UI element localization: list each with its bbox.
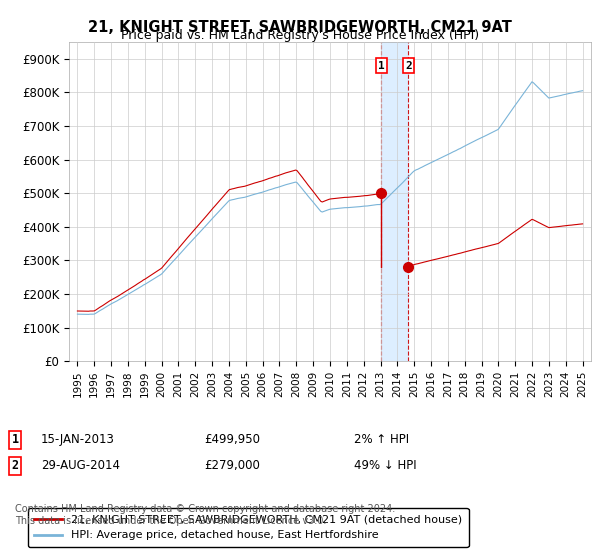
Legend: 21, KNIGHT STREET, SAWBRIDGEWORTH, CM21 9AT (detached house), HPI: Average price: 21, KNIGHT STREET, SAWBRIDGEWORTH, CM21 … [28, 508, 469, 547]
Text: 2% ↑ HPI: 2% ↑ HPI [354, 433, 409, 446]
Text: 49% ↓ HPI: 49% ↓ HPI [354, 459, 416, 473]
Text: 29-AUG-2014: 29-AUG-2014 [41, 459, 120, 473]
Text: 1: 1 [378, 60, 385, 71]
Text: £499,950: £499,950 [204, 433, 260, 446]
Text: 1: 1 [11, 433, 19, 446]
Text: 15-JAN-2013: 15-JAN-2013 [41, 433, 115, 446]
Text: 2: 2 [11, 459, 19, 473]
Text: 2: 2 [405, 60, 412, 71]
Text: Contains HM Land Registry data © Crown copyright and database right 2024.
This d: Contains HM Land Registry data © Crown c… [15, 504, 395, 526]
Text: £279,000: £279,000 [204, 459, 260, 473]
Text: Price paid vs. HM Land Registry's House Price Index (HPI): Price paid vs. HM Land Registry's House … [121, 29, 479, 42]
Bar [381, 42, 409, 361]
Text: 21, KNIGHT STREET, SAWBRIDGEWORTH, CM21 9AT: 21, KNIGHT STREET, SAWBRIDGEWORTH, CM21 … [88, 20, 512, 35]
